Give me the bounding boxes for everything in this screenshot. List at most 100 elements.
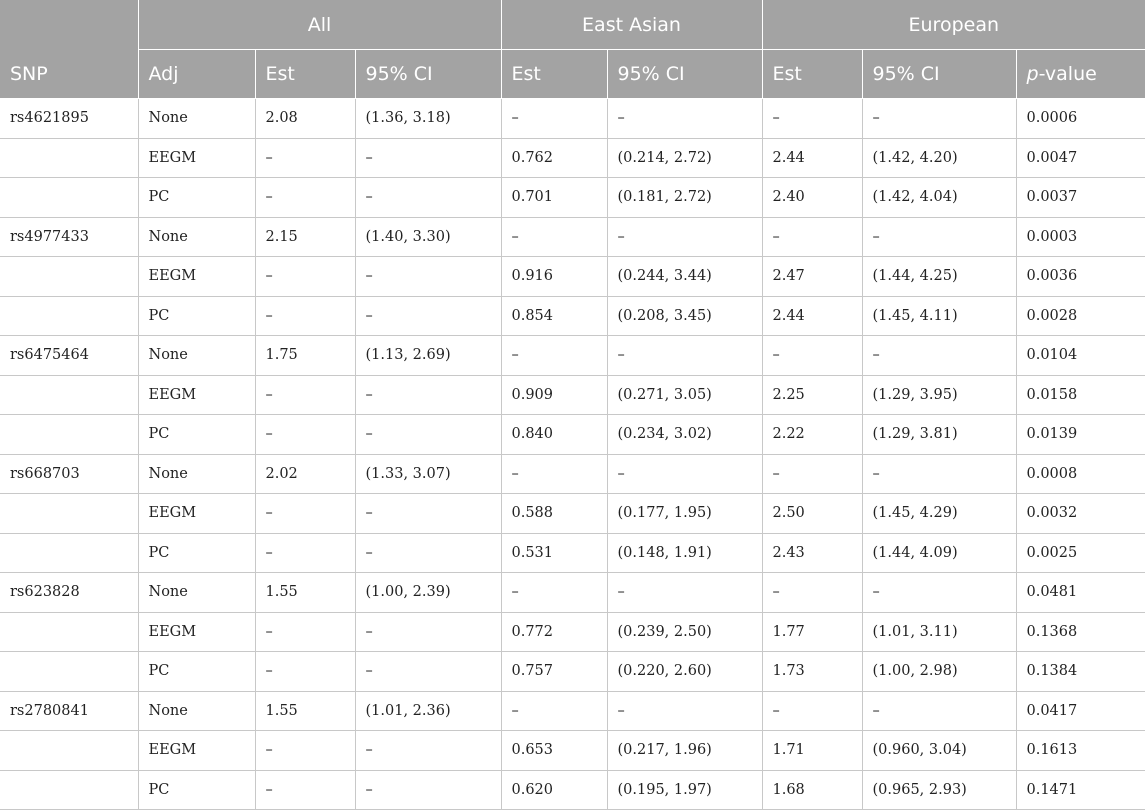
cell-eu-est: 2.25	[761, 375, 862, 415]
cell-ea-est: 0.588	[500, 493, 607, 534]
cell-ea-ci: (0.214, 2.72)	[606, 138, 762, 178]
cell-adj: EEGM	[137, 612, 255, 652]
cell-adj: None	[137, 335, 255, 376]
cell-ea-est: 0.909	[500, 375, 607, 415]
cell-eu-ci: (0.965, 2.93)	[861, 770, 1016, 810]
table-row: EEGM – –0.916 (0.244, 3.44) 2.47 (1.44, 4.25)…	[0, 256, 1145, 297]
header-column-row: SNP Adj Est 95% CI Est 95% CI Est 95% CI…	[0, 49, 1145, 99]
cell-eu-est: 2.50	[761, 493, 862, 534]
cell-adj: None	[137, 691, 255, 731]
cell-ea-est: 0.653	[500, 730, 607, 771]
cell-eu-ci: (1.45, 4.11)	[861, 296, 1016, 336]
cell-ea-ci: (0.208, 3.45)	[606, 296, 762, 336]
cell-ea-est: –	[500, 454, 607, 494]
cell-eu-est: 2.43	[761, 533, 862, 573]
cell-all-est: –	[254, 296, 355, 336]
cell-all-est: –	[254, 730, 355, 771]
cell-adj: EEGM	[137, 375, 255, 415]
cell-p-value: 0.0028	[1015, 296, 1145, 336]
cell-ea-est: –	[500, 335, 607, 376]
col-header-all-est: Est	[254, 49, 355, 99]
col-header-snp: SNP	[0, 49, 138, 99]
cell-p-value: 0.0003	[1015, 217, 1145, 257]
cell-ea-ci: (0.148, 1.91)	[606, 533, 762, 573]
cell-ea-est: 0.531	[500, 533, 607, 573]
cell-ea-ci: –	[606, 217, 762, 257]
cell-p-value: 0.0104	[1015, 335, 1145, 376]
cell-ea-est: –	[500, 98, 607, 139]
cell-all-est: –	[254, 138, 355, 178]
col-header-ea-ci: 95% CI	[606, 49, 762, 99]
cell-ea-est: 0.762	[500, 138, 607, 178]
cell-eu-ci: (1.29, 3.95)	[861, 375, 1016, 415]
cell-snp: rs4621895	[0, 98, 138, 139]
cell-snp: rs4977433	[0, 217, 138, 257]
col-header-all-ci: 95% CI	[354, 49, 501, 99]
cell-ea-ci: (0.181, 2.72)	[606, 177, 762, 218]
cell-ea-est: –	[500, 572, 607, 613]
cell-p-value: 0.0047	[1015, 138, 1145, 178]
cell-snp	[0, 533, 138, 573]
cell-ea-ci: –	[606, 572, 762, 613]
cell-eu-est: –	[761, 454, 862, 494]
cell-all-est: –	[254, 177, 355, 218]
cell-all-ci: –	[354, 256, 501, 297]
cell-all-est: 2.02	[254, 454, 355, 494]
cell-eu-ci: (1.44, 4.25)	[861, 256, 1016, 297]
table-row: PC – –0.531 (0.148, 1.91) 2.43 (1.44, 4.09) 0.…	[0, 533, 1145, 573]
cell-snp	[0, 296, 138, 336]
cell-snp	[0, 414, 138, 455]
cell-all-ci: –	[354, 533, 501, 573]
cell-eu-est: 2.44	[761, 138, 862, 178]
cell-eu-ci: (1.00, 2.98)	[861, 651, 1016, 692]
cell-all-est: 1.55	[254, 572, 355, 613]
cell-eu-est: 2.22	[761, 414, 862, 455]
cell-adj: PC	[137, 177, 255, 218]
header-group-row: All East Asian European	[0, 0, 1145, 50]
cell-ea-est: 0.916	[500, 256, 607, 297]
cell-p-value: 0.1471	[1015, 770, 1145, 810]
cell-ea-ci: (0.195, 1.97)	[606, 770, 762, 810]
table-row: rs623828 None 1.55 (1.00, 2.39) – – – –0.0481	[0, 572, 1145, 613]
cell-all-ci: (1.33, 3.07)	[354, 454, 501, 494]
col-header-eu-ci: 95% CI	[861, 49, 1016, 99]
cell-snp: rs2780841	[0, 691, 138, 731]
p-value-suffix: -value	[1038, 63, 1097, 85]
cell-eu-ci: –	[861, 691, 1016, 731]
cell-eu-est: –	[761, 572, 862, 613]
p-value-italic-p: p	[1026, 63, 1039, 85]
cell-all-est: –	[254, 533, 355, 573]
cell-all-ci: (1.01, 2.36)	[354, 691, 501, 731]
cell-eu-est: –	[761, 98, 862, 139]
cell-eu-est: –	[761, 217, 862, 257]
cell-ea-est: 0.757	[500, 651, 607, 692]
cell-all-ci: (1.40, 3.30)	[354, 217, 501, 257]
cell-adj: EEGM	[137, 256, 255, 297]
cell-ea-ci: (0.234, 3.02)	[606, 414, 762, 455]
header-blank	[0, 0, 138, 50]
cell-adj: EEGM	[137, 138, 255, 178]
cell-adj: None	[137, 217, 255, 257]
cell-p-value: 0.1368	[1015, 612, 1145, 652]
cell-all-ci: –	[354, 414, 501, 455]
cell-p-value: 0.0006	[1015, 98, 1145, 139]
cell-eu-ci: (1.42, 4.04)	[861, 177, 1016, 218]
cell-eu-ci: (0.960, 3.04)	[861, 730, 1016, 771]
cell-ea-ci: (0.177, 1.95)	[606, 493, 762, 534]
cell-all-ci: –	[354, 375, 501, 415]
cell-all-est: 2.08	[254, 98, 355, 139]
cell-eu-est: –	[761, 335, 862, 376]
table-row: EEGM – –0.762 (0.214, 2.72) 2.44 (1.42, 4.20)…	[0, 138, 1145, 178]
table-row: PC – –0.701 (0.181, 2.72) 2.40 (1.42, 4.04) 0.…	[0, 177, 1145, 218]
cell-p-value: 0.0481	[1015, 572, 1145, 613]
cell-snp: rs6475464	[0, 335, 138, 376]
cell-snp	[0, 730, 138, 771]
cell-p-value: 0.0139	[1015, 414, 1145, 455]
cell-eu-est: –	[761, 691, 862, 731]
cell-eu-est: 1.71	[761, 730, 862, 771]
cell-all-est: –	[254, 375, 355, 415]
cell-ea-ci: –	[606, 454, 762, 494]
cell-all-ci: –	[354, 177, 501, 218]
cell-all-ci: (1.36, 3.18)	[354, 98, 501, 139]
cell-ea-est: 0.840	[500, 414, 607, 455]
